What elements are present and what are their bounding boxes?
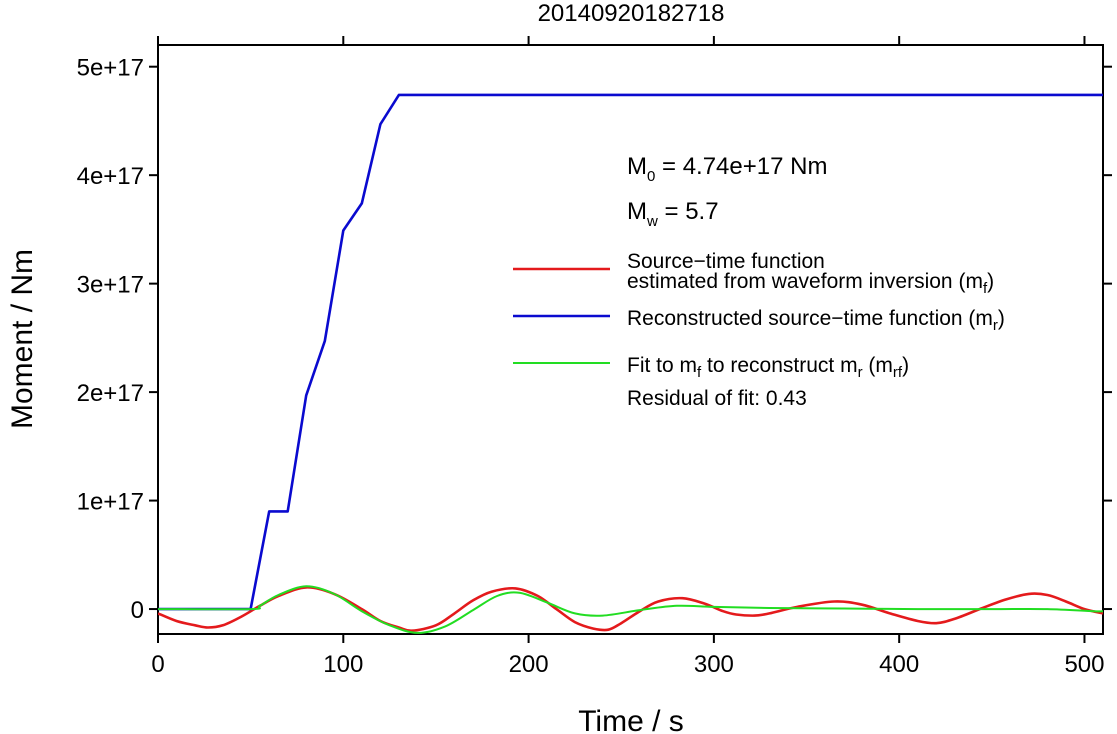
y-tick-label: 1e+17 xyxy=(77,489,144,516)
axis-ticks: 0 100 200 300 400 500 0 1e+17 2e+17 3e+17 4e+17 5e+… xyxy=(77,36,1112,678)
x-axis-title: Time / s xyxy=(578,705,684,734)
residual-annotation: Residual of fit: 0.43 xyxy=(627,387,807,410)
x-tick-label: 400 xyxy=(879,651,919,678)
y-tick-label: 5e+17 xyxy=(77,55,144,82)
m0-annotation: M0 = 4.74e+17 Nm xyxy=(627,153,827,185)
series-line-mrf xyxy=(158,585,1103,634)
plot-frame xyxy=(157,44,1104,635)
series-lines xyxy=(158,93,1103,634)
x-tick-label: 200 xyxy=(509,651,549,678)
x-tick-label: 100 xyxy=(323,651,363,678)
legend-label-mr: Reconstructed source−time function (mr) xyxy=(627,307,1005,334)
series-line-mr xyxy=(158,93,1103,611)
y-tick-label: 2e+17 xyxy=(77,380,144,407)
y-axis-title: Moment / Nm xyxy=(6,249,39,429)
x-tick-label: 500 xyxy=(1064,651,1104,678)
legend-label-mf-line2: estimated from waveform inversion (mf) xyxy=(627,270,994,297)
y-tick-label: 0 xyxy=(131,597,144,624)
legend-label-mrf: Fit to mf to reconstruct mr (mrf) xyxy=(627,354,909,381)
legend: Source−time function estimated from wave… xyxy=(513,250,1005,410)
mw-annotation: Mw = 5.7 xyxy=(627,198,719,230)
legend-label-mf-line1: Source−time function xyxy=(627,250,825,273)
x-tick-label: 0 xyxy=(151,651,164,678)
y-tick-label: 4e+17 xyxy=(77,163,144,190)
chart-title: 20140920182718 xyxy=(538,0,725,27)
x-tick-label: 300 xyxy=(694,651,734,678)
y-tick-label: 3e+17 xyxy=(77,272,144,299)
series-line-mf xyxy=(158,586,1103,633)
